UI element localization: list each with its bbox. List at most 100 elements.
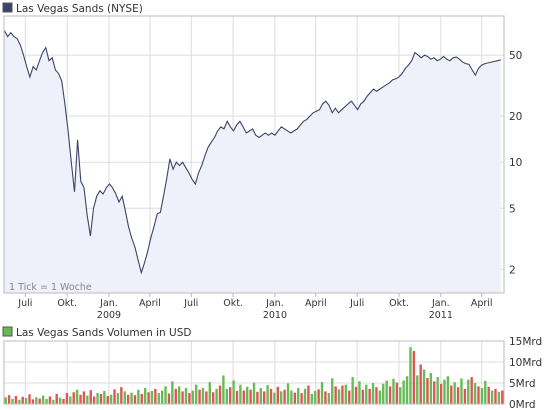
- volume-bar: [477, 386, 480, 404]
- volume-bar: [324, 391, 327, 404]
- volume-bar: [52, 399, 55, 404]
- volume-bar: [147, 392, 150, 404]
- volume-bar: [402, 380, 405, 404]
- volume-bar: [490, 390, 494, 404]
- volume-bar: [4, 397, 7, 404]
- volume-bar: [480, 388, 484, 404]
- volume-bar: [140, 393, 143, 404]
- volume-bar: [126, 394, 130, 404]
- volume-bar: [62, 398, 65, 404]
- volume-bar: [276, 386, 279, 404]
- volume-bar: [11, 398, 14, 404]
- volume-bar: [453, 382, 456, 404]
- volume-bar: [181, 391, 184, 404]
- volume-bar: [388, 386, 392, 404]
- price-x-tick-label: April: [305, 298, 327, 309]
- volume-bar: [382, 383, 385, 404]
- volume-bar: [58, 397, 62, 404]
- volume-bar: [344, 384, 348, 404]
- volume-bar: [269, 388, 273, 404]
- volume-bar: [69, 396, 72, 404]
- price-x-tick-label: Jan.: [99, 298, 118, 309]
- volume-bar: [150, 390, 154, 404]
- volume-bar: [208, 382, 211, 404]
- volume-bars: [4, 347, 504, 404]
- volume-bar: [235, 390, 239, 404]
- volume-bar: [497, 391, 501, 404]
- price-x-tick-label: Okt.: [389, 298, 409, 309]
- volume-bar: [194, 384, 198, 404]
- volume-bar: [467, 379, 470, 404]
- volume-bar: [358, 381, 361, 404]
- volume-bar: [463, 388, 467, 404]
- volume-bar: [443, 379, 446, 404]
- volume-bar: [86, 395, 89, 404]
- volume-bar: [378, 390, 382, 404]
- volume-bar: [470, 377, 473, 404]
- volume-bar: [38, 398, 41, 404]
- volume-bar: [167, 393, 171, 404]
- volume-bar: [116, 393, 120, 404]
- volume-bar: [201, 388, 205, 404]
- volume-bar: [157, 393, 160, 404]
- volume-bar: [303, 388, 307, 404]
- volume-bar: [286, 383, 290, 404]
- volume-bar: [18, 399, 21, 404]
- price-x-axis: Juli Okt. Jan. April Juli Okt. Jan. April Juli Ok…: [17, 293, 493, 321]
- volume-bar: [225, 388, 228, 404]
- volume-bar: [177, 386, 181, 404]
- volume-bar: [160, 390, 164, 404]
- volume-bar: [436, 377, 439, 404]
- volume-bar: [133, 395, 137, 404]
- volume-bar: [211, 392, 215, 404]
- volume-bar: [24, 398, 28, 404]
- volume-bar: [130, 392, 133, 404]
- volume-y-tick-label: 15Mrd: [509, 336, 542, 348]
- volume-bar: [368, 388, 371, 404]
- volume-bar: [337, 389, 341, 404]
- volume-bar: [307, 385, 310, 404]
- volume-bar: [154, 388, 157, 404]
- price-y-tick-label: 10: [509, 157, 522, 169]
- volume-bar: [484, 380, 487, 404]
- volume-bar: [327, 393, 331, 404]
- volume-bar: [487, 386, 490, 404]
- volume-bar: [297, 388, 300, 404]
- price-x-tick-label: Juli: [17, 298, 32, 309]
- volume-bar: [351, 377, 354, 404]
- volume-bar: [65, 393, 69, 404]
- volume-bar: [123, 391, 126, 404]
- volume-bar: [300, 393, 303, 404]
- volume-bar: [293, 392, 297, 404]
- volume-bar: [426, 377, 429, 404]
- volume-bar: [137, 389, 140, 404]
- price-y-tick-label: 5: [509, 203, 516, 215]
- volume-bar: [164, 386, 167, 404]
- price-x-year-label: 2009: [97, 310, 121, 321]
- volume-bar: [371, 383, 375, 404]
- price-legend-label: Las Vegas Sands (NYSE): [16, 3, 143, 15]
- volume-bar: [273, 392, 276, 404]
- volume-bar: [494, 388, 497, 404]
- volume-bar: [55, 393, 58, 404]
- volume-bar: [365, 384, 368, 404]
- price-line: [4, 30, 501, 275]
- volume-bar: [232, 380, 235, 404]
- price-legend-swatch: [2, 2, 13, 13]
- volume-panel: Las Vegas Sands Volumen in USD 0Mrd 5Mrd 1…: [2, 326, 542, 410]
- volume-bar: [191, 390, 194, 404]
- volume-bar: [280, 391, 283, 404]
- volume-bar: [450, 385, 453, 404]
- volume-bar: [473, 383, 477, 404]
- volume-bar: [399, 387, 402, 404]
- price-panel: Las Vegas Sands (NYSE) 2 5 10 20 50 Juli Okt.…: [2, 2, 522, 321]
- volume-bar: [72, 392, 75, 404]
- volume-bar: [222, 375, 225, 404]
- volume-bar: [361, 389, 365, 404]
- price-x-year-label: 2011: [429, 310, 453, 321]
- volume-bar: [7, 395, 11, 404]
- volume-bar: [395, 382, 399, 404]
- volume-bar: [460, 378, 463, 404]
- volume-bar: [266, 385, 269, 404]
- price-y-axis: 2 5 10 20 50: [509, 50, 522, 276]
